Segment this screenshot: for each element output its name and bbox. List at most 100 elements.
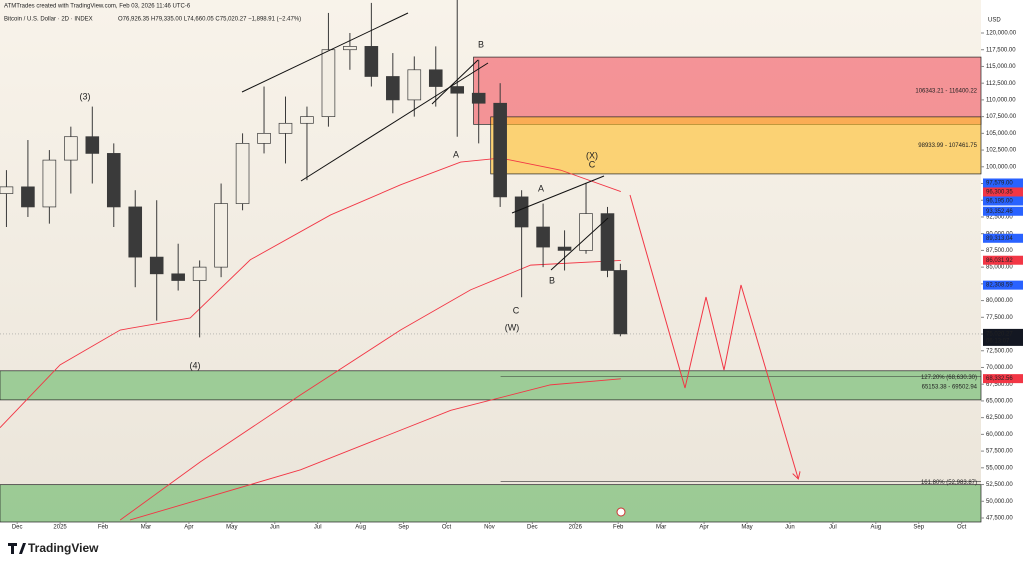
price-badge-label: 96,300.35 (986, 190, 1013, 196)
candle-body (557, 246, 572, 251)
x-tick-label: 2025 (53, 525, 67, 531)
candle-body (42, 159, 57, 208)
ohlc: O76,926.35 H79,335.00 L74,660.05 C75,020… (118, 17, 301, 23)
candle-body (514, 196, 529, 228)
fib-label: 127.20% (68,630.30) (921, 375, 977, 381)
candle-body (613, 270, 628, 335)
y-tick-label: 72,500.00 (986, 348, 1013, 354)
brand: TradingView (28, 541, 99, 555)
zone (0, 484, 982, 523)
zone-label: 98933.99 - 107461.75 (918, 143, 977, 149)
price-badge-label: 82,308.59 (986, 283, 1013, 289)
countdown: 06:13:07 (986, 338, 1010, 344)
candle-body (149, 256, 164, 275)
candle-body (536, 226, 550, 248)
wave-label: C (513, 305, 520, 315)
y-tick-label: 115,000.00 (986, 64, 1016, 70)
x-tick-label: Oct (442, 525, 452, 531)
y-tick-label: 77,500.00 (986, 315, 1013, 321)
candle-body (471, 92, 486, 104)
price-badge (983, 187, 1023, 197)
x-tick-label: Dec (527, 525, 538, 531)
price-badge-label: 89,313.04 (986, 236, 1013, 242)
y-tick-label: 57,500.00 (986, 449, 1013, 455)
x-tick-label: 2026 (569, 525, 583, 531)
wave-label: C (589, 159, 596, 169)
x-tick-label: Oct (957, 525, 967, 531)
candle-body (171, 273, 185, 281)
y-tick-label: 105,000.00 (986, 131, 1017, 137)
price-badge-label: 96,195.00 (986, 199, 1013, 205)
candle-body (214, 203, 228, 268)
moving-average (119, 259, 621, 521)
wave-label: A (538, 183, 544, 193)
credit: ATMTrades created with TradingView.com, … (4, 4, 191, 10)
x-tick-label: Mar (656, 525, 666, 531)
drawings (241, 12, 798, 478)
price-badge (983, 206, 1023, 216)
candle-body (257, 132, 271, 144)
wedge-line (511, 175, 605, 214)
time-axis (0, 522, 981, 532)
y-tick-label: 85,000.00 (986, 265, 1013, 271)
y-tick-label: 70,000.00 (986, 365, 1013, 371)
last-price-badge (983, 328, 1023, 346)
channel-line (241, 12, 409, 93)
x-tick-label: Apr (184, 525, 193, 531)
x-tick-label: May (226, 525, 237, 531)
y-tick-label: 65,000.00 (986, 398, 1013, 404)
candle-body (579, 213, 593, 251)
footer (0, 532, 1024, 563)
y-tick-label: 87,500.00 (986, 248, 1013, 254)
moving-average (129, 378, 621, 521)
x-tick-label: Apr (699, 525, 708, 531)
zone (473, 56, 982, 125)
candle-body (235, 143, 250, 204)
x-tick-label: Jun (270, 525, 280, 531)
x-tick-label: Aug (355, 525, 366, 531)
y-tick-label: 50,000.00 (986, 499, 1013, 505)
price-axis (981, 0, 1024, 532)
wedge-line (550, 217, 609, 271)
candle-body (386, 76, 400, 101)
candle-body (321, 49, 336, 117)
candle-body (450, 86, 465, 94)
wave-label: B (549, 275, 555, 285)
price-badge (983, 255, 1023, 265)
candle-body (192, 266, 207, 281)
y-tick-label: 107,500.00 (986, 114, 1017, 120)
price-badge-label: 93,352.46 (986, 209, 1013, 215)
zone-label: 106343.21 - 116400.22 (915, 88, 977, 94)
candle-body (493, 102, 507, 198)
candle-body (300, 116, 314, 124)
price-badge (983, 196, 1023, 206)
channel-line (300, 62, 489, 182)
y-tick-label: 80,000.00 (986, 298, 1013, 304)
y-tick-label: 47,500.00 (986, 516, 1013, 522)
candle-body (407, 69, 422, 101)
y-tick-label: 67,500.00 (986, 382, 1013, 388)
symbol: Bitcoin / U.S. Dollar · 2D · INDEX (4, 17, 93, 23)
y-tick-label: 112,500.00 (986, 81, 1016, 87)
y-tick-label: 55,000.00 (986, 465, 1013, 471)
fib-label: 161.80% (52,983.87) (921, 480, 977, 486)
x-tick-label: Sep (398, 525, 409, 531)
x-tick-label: Jul (314, 525, 322, 531)
y-tick-label: 117,500.00 (986, 47, 1016, 53)
candle-body (600, 213, 615, 271)
y-tick-label: 110,000.00 (986, 97, 1016, 103)
candle-body (278, 122, 293, 134)
x-tick-label: Jul (829, 525, 837, 531)
logo-icon (8, 543, 26, 554)
price-badge (983, 178, 1023, 188)
currency: USD (988, 18, 1001, 24)
candle-body (85, 136, 100, 154)
y-tick-label: 62,500.00 (986, 415, 1013, 421)
wave-label: B (478, 39, 484, 49)
price-badge (983, 233, 1023, 243)
wave-label: (X) (586, 150, 598, 160)
zone-label: 65153.38 - 69502.94 (922, 384, 978, 390)
event-icon (616, 507, 626, 517)
candle-body (128, 206, 143, 258)
